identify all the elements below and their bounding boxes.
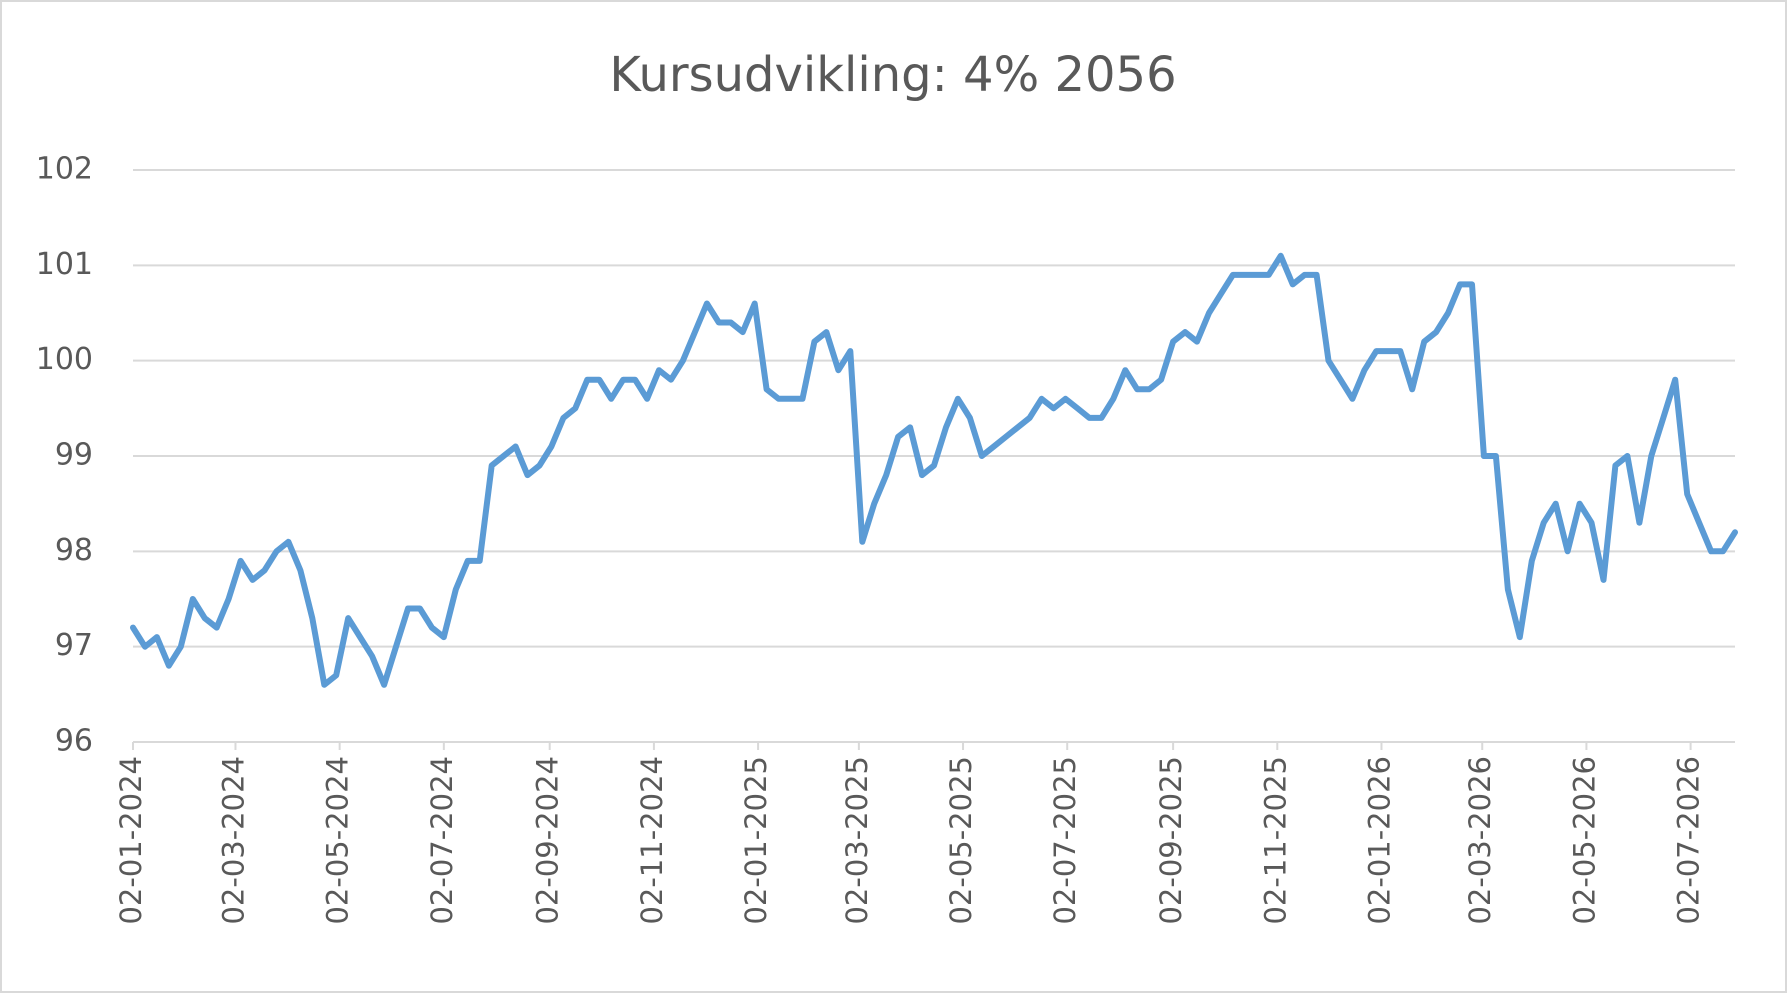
y-tick-label: 99 — [55, 438, 93, 473]
x-tick-label: 02-07-2025 — [1048, 756, 1082, 925]
x-tick-label: 02-03-2026 — [1463, 756, 1497, 925]
x-tick-label: 02-03-2024 — [216, 756, 250, 925]
x-tick-label: 02-01-2024 — [114, 756, 148, 925]
x-tick-label: 02-09-2025 — [1154, 756, 1188, 925]
y-tick-label: 98 — [55, 533, 93, 568]
y-tick-label: 101 — [36, 247, 93, 282]
y-tick-label: 97 — [55, 628, 93, 663]
y-tick-label: 102 — [36, 152, 93, 187]
x-tick-label: 02-03-2025 — [840, 756, 874, 925]
x-tick-label: 02-01-2025 — [739, 756, 773, 925]
chart-title: Kursudvikling: 4% 2056 — [609, 47, 1176, 103]
y-tick-label: 96 — [55, 724, 93, 759]
x-tick-label: 02-07-2024 — [425, 756, 459, 925]
x-tick-label: 02-05-2025 — [944, 756, 978, 925]
y-tick-label: 100 — [36, 342, 93, 377]
x-tick-label: 02-11-2025 — [1258, 756, 1292, 925]
x-tick-label: 02-01-2026 — [1362, 756, 1396, 925]
x-tick-label: 02-05-2024 — [321, 756, 355, 925]
x-tick-label: 02-07-2026 — [1672, 756, 1706, 925]
x-tick-label: 02-11-2024 — [635, 756, 669, 925]
price-line — [130, 252, 1738, 688]
x-tick-label: 02-05-2026 — [1567, 756, 1601, 925]
x-tick-label: 02-09-2024 — [531, 756, 565, 925]
